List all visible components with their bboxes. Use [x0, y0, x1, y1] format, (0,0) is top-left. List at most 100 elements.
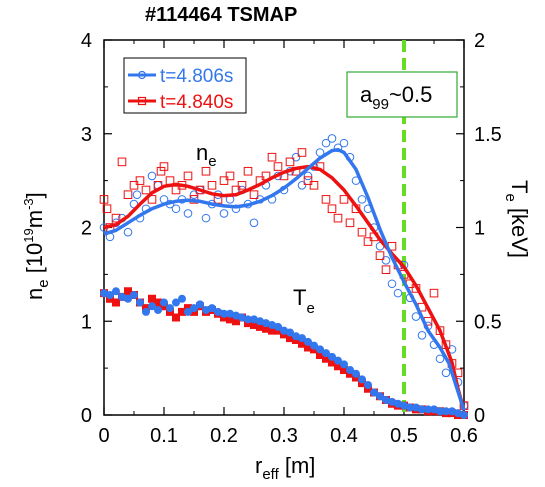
te-point-blue — [190, 304, 198, 313]
te-point-blue — [244, 315, 252, 324]
ne-point-red — [309, 181, 319, 190]
ne-curve-label: ne — [196, 140, 217, 170]
x-tick-label: 0.4 — [330, 425, 358, 447]
y-left-tick-label: 0 — [81, 405, 92, 427]
te-point-red — [268, 326, 276, 335]
te-point-blue — [262, 319, 270, 328]
ne-point-red — [303, 176, 313, 185]
te-point-blue — [394, 399, 402, 408]
ne-point-red — [147, 195, 157, 204]
te-point-blue — [154, 306, 162, 314]
ne-point-blue — [441, 368, 451, 378]
te-point-blue — [214, 307, 222, 316]
x-tick-label: 0 — [98, 425, 109, 447]
te-point-blue — [430, 405, 438, 414]
te-point-blue — [286, 328, 294, 337]
ne-point-red — [102, 204, 112, 214]
te-point-blue — [184, 307, 192, 316]
te-point-blue — [106, 291, 114, 299]
te-point-red — [298, 339, 306, 348]
ne-point-red — [273, 162, 283, 171]
te-point-blue — [406, 403, 414, 412]
te-point-blue — [250, 315, 258, 324]
te-point-blue — [442, 407, 450, 416]
ne-point-blue — [201, 213, 211, 223]
te-point-blue — [118, 292, 126, 301]
te-point-blue — [346, 366, 354, 374]
te-point-blue — [142, 307, 150, 316]
te-point-blue — [382, 396, 390, 404]
te-point-blue — [136, 298, 144, 307]
legend-blue-marker — [137, 70, 147, 80]
legend-blue-label: t=4.806s — [160, 66, 233, 87]
ne-point-red — [363, 237, 373, 246]
ne-point-blue — [393, 288, 403, 298]
te-point-blue — [460, 411, 468, 419]
chart-title: #114464 TSMAP — [145, 4, 297, 26]
ne-point-red — [297, 148, 307, 157]
ne-point-red — [219, 176, 229, 185]
x-tick-label: 0.6 — [450, 425, 478, 447]
ne-point-red — [339, 195, 349, 204]
ne-point-red — [135, 176, 145, 185]
te-point-red — [328, 358, 336, 367]
te-point-blue — [274, 322, 282, 331]
te-point-blue — [220, 309, 228, 318]
ne-point-red — [243, 166, 253, 176]
te-point-red — [250, 321, 258, 329]
te-point-blue — [160, 298, 168, 307]
ne-point-blue — [297, 181, 307, 190]
ne-point-blue — [357, 195, 367, 204]
ne-point-red — [207, 181, 217, 190]
ne-point-blue — [291, 152, 301, 162]
te-point-blue — [166, 304, 174, 313]
x-tick-label: 0.5 — [390, 425, 418, 447]
te-point-blue — [322, 349, 330, 358]
te-point-red — [262, 324, 270, 333]
ne-point-blue — [303, 171, 313, 181]
te-point-blue — [232, 311, 240, 320]
te-point-blue — [124, 294, 132, 303]
ne-point-red — [111, 213, 121, 223]
te-point-blue — [340, 360, 348, 369]
legend-box — [123, 57, 247, 114]
ne-point-red — [375, 251, 385, 260]
ne-point-red — [99, 195, 109, 204]
te-point-red — [172, 313, 180, 322]
te-point-blue — [454, 409, 462, 418]
y-left-tick-label: 4 — [81, 30, 92, 52]
ne-point-red — [381, 265, 391, 274]
te-point-blue — [208, 304, 216, 313]
te-point-red — [232, 317, 240, 326]
te-point-blue — [112, 287, 120, 296]
ne-point-red — [225, 171, 235, 181]
te-point-blue — [178, 294, 186, 303]
legend: t=4.806s t=4.840s — [123, 57, 247, 114]
y-right-tick-label: 2 — [474, 30, 485, 52]
ne-point-blue — [219, 209, 229, 218]
ne-point-red — [429, 288, 439, 298]
te-point-red — [304, 343, 312, 352]
te-point-blue — [298, 334, 306, 343]
te-point-red — [340, 366, 348, 374]
te-point-blue — [424, 405, 432, 414]
ne-point-red — [357, 227, 367, 237]
te-point-red — [334, 362, 342, 371]
ne-point-blue — [189, 190, 199, 199]
te-curve-label: Te — [293, 285, 315, 317]
te-point-blue — [448, 407, 456, 416]
ne-fit-line-blue — [103, 147, 466, 411]
te-point-blue — [202, 306, 210, 314]
y-right-tick-label: 0.5 — [474, 311, 502, 333]
te-point-red — [148, 294, 156, 303]
y-right-axis-label: Te [keV] — [502, 180, 532, 258]
te-point-blue — [328, 352, 336, 361]
ne-point-red — [285, 157, 295, 167]
ne-fit-line-red — [103, 164, 466, 411]
te-point-blue — [100, 289, 108, 298]
te-point-blue — [436, 407, 444, 416]
ne-point-blue — [327, 134, 337, 143]
ne-point-red — [171, 185, 181, 195]
ne-point-red — [123, 190, 133, 199]
ne-point-red — [159, 162, 169, 171]
